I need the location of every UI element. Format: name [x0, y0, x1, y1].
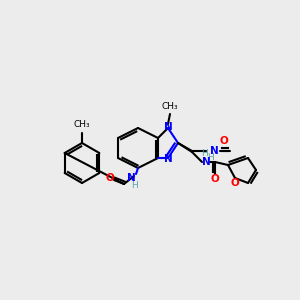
- Text: N: N: [127, 173, 136, 183]
- Text: H: H: [207, 154, 213, 163]
- Text: H: H: [130, 182, 137, 190]
- Text: N: N: [202, 157, 211, 167]
- Text: O: O: [106, 173, 114, 183]
- Text: CH₃: CH₃: [162, 102, 178, 111]
- Text: N: N: [164, 154, 172, 164]
- Text: O: O: [231, 178, 239, 188]
- Text: CH₃: CH₃: [74, 120, 90, 129]
- Text: N: N: [210, 146, 219, 156]
- Text: O: O: [211, 174, 219, 184]
- Text: H: H: [201, 149, 207, 158]
- Text: O: O: [220, 136, 228, 146]
- Text: N: N: [164, 122, 172, 132]
